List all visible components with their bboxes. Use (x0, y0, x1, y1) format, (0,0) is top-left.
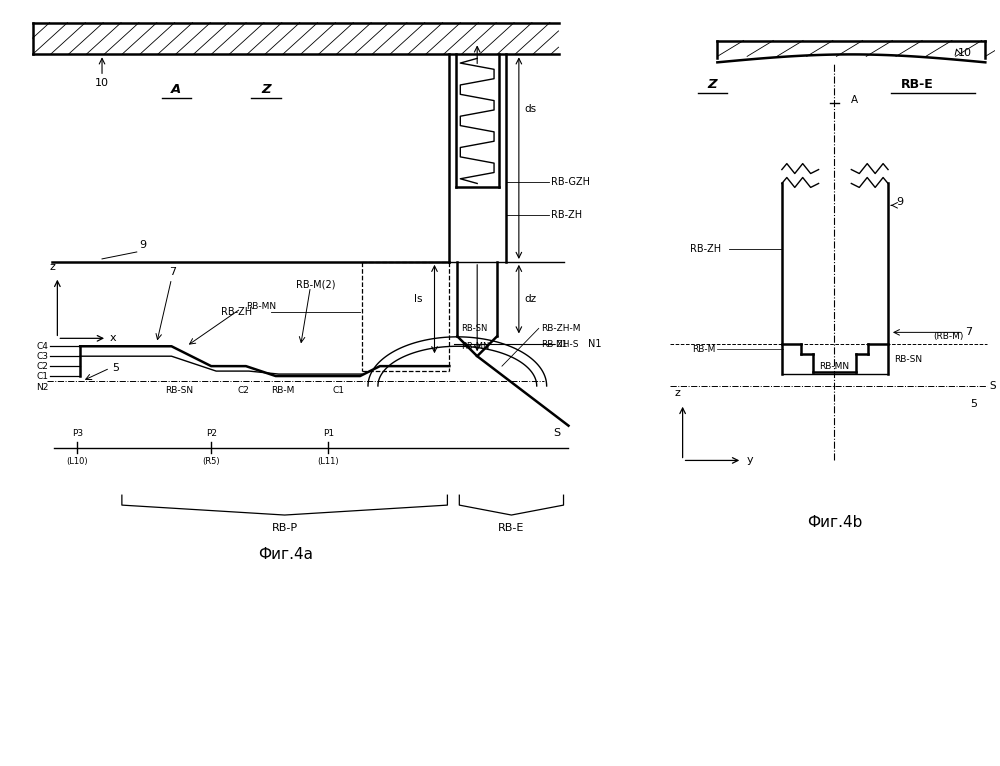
Text: N2: N2 (36, 384, 48, 392)
Text: 5: 5 (970, 399, 977, 409)
Text: 10: 10 (958, 48, 972, 58)
Text: P3: P3 (72, 429, 83, 437)
Text: (L10): (L10) (66, 457, 88, 466)
Text: (R5): (R5) (202, 457, 220, 466)
Text: RB-GZH: RB-GZH (551, 178, 590, 188)
Text: N1: N1 (556, 340, 568, 349)
Text: RB-ZH-S: RB-ZH-S (541, 340, 578, 349)
Text: RB-ZH: RB-ZH (690, 244, 721, 254)
Text: 7: 7 (965, 327, 973, 337)
Text: RB-ZH-M: RB-ZH-M (541, 324, 580, 333)
Text: RB-ZH: RB-ZH (551, 210, 582, 220)
Text: 7: 7 (170, 267, 177, 277)
Text: Фиг.4b: Фиг.4b (807, 516, 862, 531)
Text: A: A (171, 83, 182, 97)
Text: Z: Z (708, 78, 717, 91)
Text: 9: 9 (896, 198, 903, 208)
Text: S: S (989, 381, 996, 391)
Text: RB-MN: RB-MN (819, 362, 850, 371)
Text: 10: 10 (95, 78, 109, 88)
Text: RB-SN: RB-SN (461, 324, 488, 333)
Text: 5: 5 (112, 363, 119, 373)
Text: (RB-M): (RB-M) (934, 332, 964, 341)
Text: dz: dz (525, 294, 537, 304)
Text: C1: C1 (36, 372, 48, 381)
Text: 9: 9 (140, 240, 147, 250)
Text: RB-M(2): RB-M(2) (296, 280, 335, 290)
Text: S: S (554, 427, 561, 437)
Text: ds: ds (525, 103, 537, 113)
Text: y: y (747, 456, 754, 466)
Text: A: A (851, 95, 858, 105)
Text: C4: C4 (37, 342, 48, 351)
Text: P1: P1 (323, 429, 334, 437)
Text: N1: N1 (588, 339, 602, 349)
Text: z: z (49, 262, 55, 272)
Text: RB-MN: RB-MN (461, 342, 490, 351)
Text: ls: ls (414, 294, 423, 304)
Text: RB-P: RB-P (272, 523, 298, 533)
Text: RB-MN: RB-MN (246, 302, 276, 311)
Text: C1: C1 (332, 386, 344, 395)
Text: RB-ZH: RB-ZH (221, 306, 252, 316)
Text: z: z (675, 388, 681, 398)
Text: C2: C2 (237, 386, 249, 395)
Text: RB-SN: RB-SN (894, 355, 922, 364)
Text: RB-M: RB-M (692, 345, 715, 354)
Text: RB-M: RB-M (271, 386, 294, 395)
Text: C2: C2 (37, 362, 48, 371)
Text: P2: P2 (206, 429, 217, 437)
Text: Фиг.4a: Фиг.4a (258, 547, 313, 562)
Text: RB-E: RB-E (901, 78, 934, 91)
Text: C3: C3 (36, 352, 48, 361)
Text: (L11): (L11) (317, 457, 339, 466)
Text: Z: Z (261, 83, 271, 97)
Text: RB-SN: RB-SN (165, 386, 193, 395)
Text: RB-E: RB-E (498, 523, 525, 533)
Text: x: x (110, 333, 117, 343)
